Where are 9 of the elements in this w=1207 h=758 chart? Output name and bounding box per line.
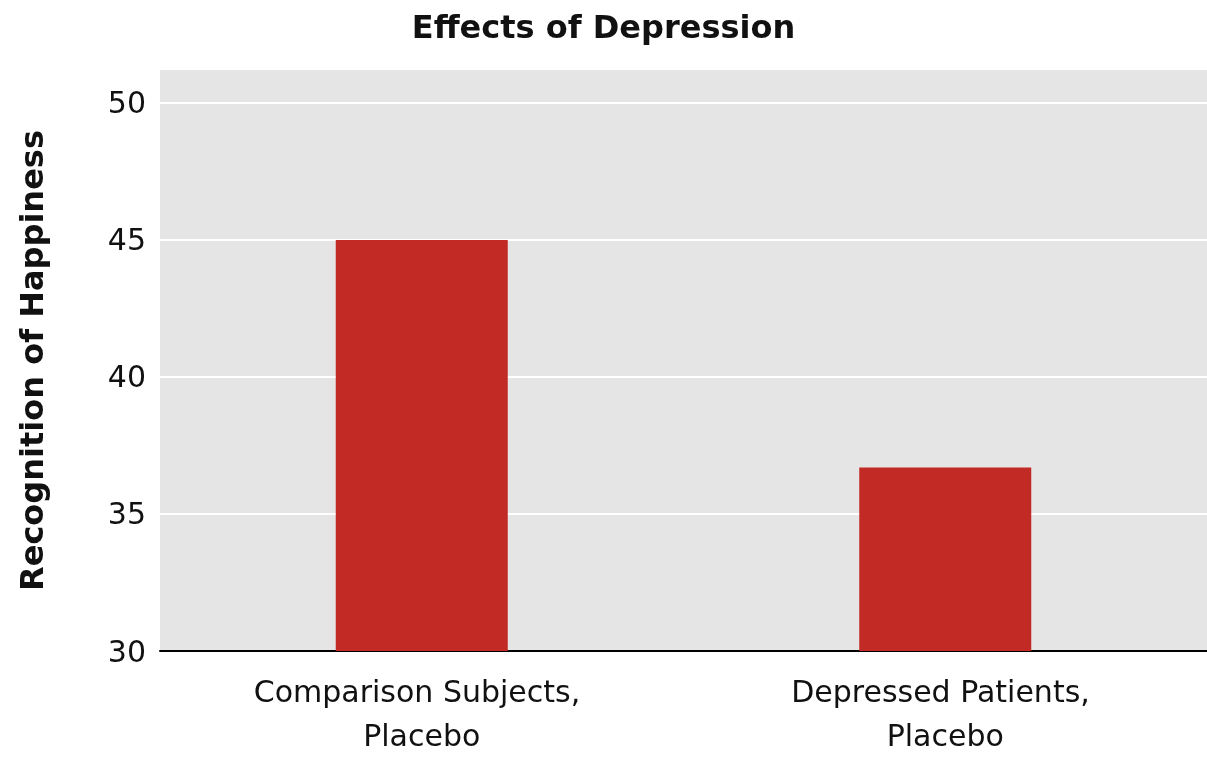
y-axis-title: Recognition of Happiness — [13, 130, 51, 591]
y-tick-label: 35 — [107, 496, 146, 532]
x-tick-label: Depressed Patients, Placebo — [791, 673, 1100, 753]
y-tick-label: 50 — [107, 85, 146, 121]
y-tick-label: 40 — [107, 359, 146, 395]
y-tick-label: 30 — [107, 633, 146, 669]
chart-title: Effects of Depression — [411, 8, 796, 46]
x-tick-label: Comparison Subjects, Placebo — [253, 673, 590, 753]
y-tick-label: 45 — [107, 222, 146, 258]
